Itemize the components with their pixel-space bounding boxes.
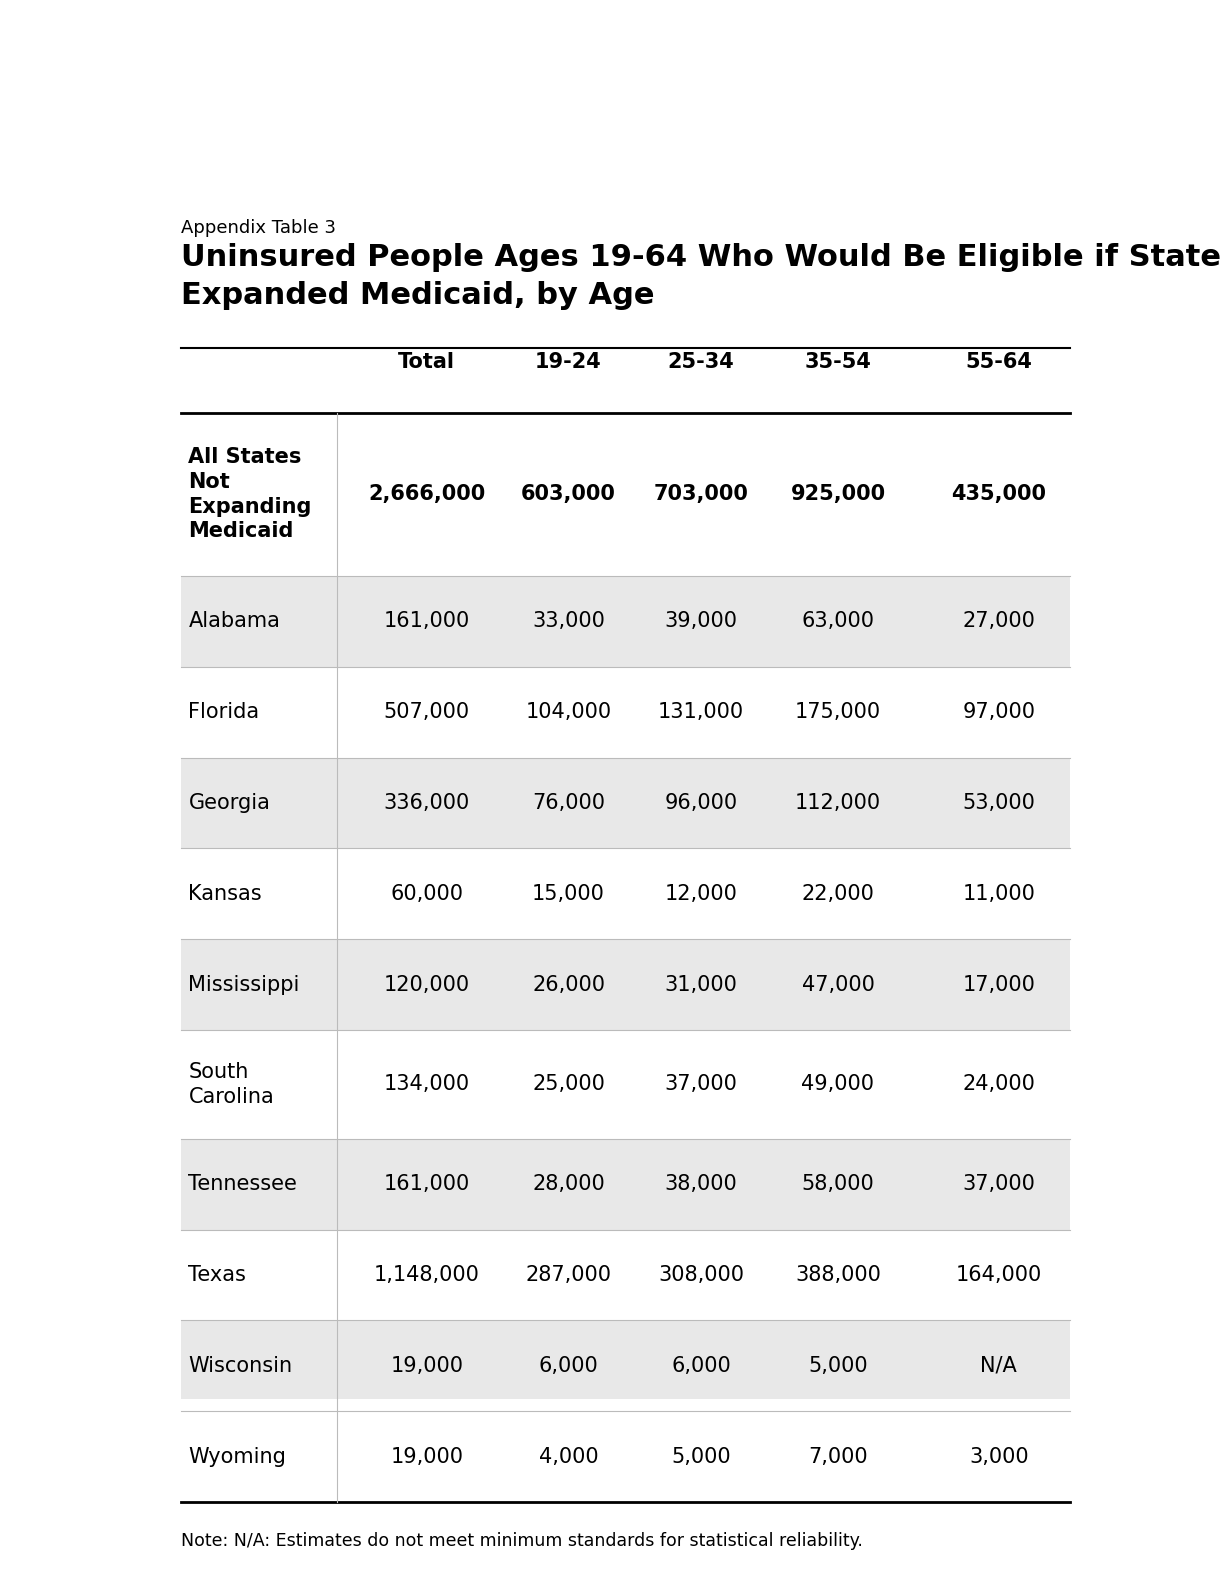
Text: 6,000: 6,000 (671, 1355, 731, 1376)
Text: 15,000: 15,000 (532, 883, 605, 904)
Text: 120,000: 120,000 (383, 975, 470, 995)
Bar (181, 1320, 1070, 1412)
Bar (181, 849, 1070, 938)
Text: 53,000: 53,000 (963, 792, 1035, 813)
Text: 175,000: 175,000 (795, 703, 881, 722)
Bar (181, 575, 1070, 667)
Text: 308,000: 308,000 (658, 1265, 744, 1284)
Text: 134,000: 134,000 (383, 1074, 470, 1094)
Text: Kansas: Kansas (188, 883, 262, 904)
Text: 5,000: 5,000 (808, 1355, 867, 1376)
Text: 161,000: 161,000 (383, 1174, 470, 1195)
Text: 26,000: 26,000 (532, 975, 605, 995)
Text: 507,000: 507,000 (383, 703, 470, 722)
Bar (181, 1229, 1070, 1320)
Text: 25-34: 25-34 (667, 352, 734, 373)
Text: 4,000: 4,000 (539, 1446, 598, 1467)
Text: 12,000: 12,000 (665, 883, 737, 904)
Text: Wisconsin: Wisconsin (188, 1355, 293, 1376)
Bar (181, 938, 1070, 1030)
Text: Tennessee: Tennessee (188, 1174, 298, 1195)
Text: Georgia: Georgia (188, 792, 271, 813)
Text: 38,000: 38,000 (665, 1174, 737, 1195)
Text: N/A: N/A (981, 1355, 1017, 1376)
Bar (181, 758, 1070, 849)
Bar (181, 1138, 1070, 1229)
Text: 39,000: 39,000 (665, 612, 737, 632)
Text: 6,000: 6,000 (539, 1355, 598, 1376)
Text: 925,000: 925,000 (791, 484, 886, 505)
Text: Appendix Table 3: Appendix Table 3 (181, 219, 336, 237)
Text: South
Carolina: South Carolina (188, 1063, 274, 1107)
Text: 388,000: 388,000 (795, 1265, 881, 1284)
Text: 96,000: 96,000 (665, 792, 737, 813)
Text: 37,000: 37,000 (963, 1174, 1035, 1195)
Text: 58,000: 58,000 (802, 1174, 875, 1195)
Text: Wyoming: Wyoming (188, 1446, 287, 1467)
Text: 603,000: 603,000 (521, 484, 616, 505)
Text: 37,000: 37,000 (665, 1074, 737, 1094)
Text: 24,000: 24,000 (963, 1074, 1035, 1094)
Text: 60,000: 60,000 (390, 883, 464, 904)
Text: 27,000: 27,000 (963, 612, 1035, 632)
Text: 1,148,000: 1,148,000 (373, 1265, 479, 1284)
Text: 17,000: 17,000 (963, 975, 1035, 995)
Text: 76,000: 76,000 (532, 792, 605, 813)
Text: All States
Not
Expanding
Medicaid: All States Not Expanding Medicaid (188, 446, 312, 541)
Text: 55-64: 55-64 (965, 352, 1032, 373)
Bar (181, 1030, 1070, 1138)
Text: Texas: Texas (188, 1265, 246, 1284)
Text: 22,000: 22,000 (802, 883, 875, 904)
Text: 2,666,000: 2,666,000 (368, 484, 486, 505)
Text: 112,000: 112,000 (795, 792, 881, 813)
Text: 131,000: 131,000 (658, 703, 744, 722)
Text: Florida: Florida (188, 703, 260, 722)
Text: 161,000: 161,000 (383, 612, 470, 632)
Text: 19,000: 19,000 (390, 1355, 464, 1376)
Text: 25,000: 25,000 (532, 1074, 605, 1094)
Text: 47,000: 47,000 (802, 975, 875, 995)
Bar (181, 412, 1070, 575)
Text: 5,000: 5,000 (671, 1446, 731, 1467)
Text: 336,000: 336,000 (383, 792, 470, 813)
Bar (181, 1412, 1070, 1501)
Text: 63,000: 63,000 (802, 612, 875, 632)
Text: 33,000: 33,000 (532, 612, 605, 632)
Text: 7,000: 7,000 (808, 1446, 867, 1467)
Text: 287,000: 287,000 (526, 1265, 611, 1284)
Text: Uninsured People Ages 19-64 Who Would Be Eligible if States: Uninsured People Ages 19-64 Who Would Be… (181, 244, 1220, 272)
Text: 19,000: 19,000 (390, 1446, 464, 1467)
Text: 104,000: 104,000 (526, 703, 611, 722)
Bar (181, 667, 1070, 758)
Text: 19-24: 19-24 (536, 352, 601, 373)
Text: 35-54: 35-54 (804, 352, 871, 373)
Text: 11,000: 11,000 (963, 883, 1035, 904)
Text: 435,000: 435,000 (952, 484, 1047, 505)
Text: 97,000: 97,000 (963, 703, 1036, 722)
Text: Note: N/A: Estimates do not meet minimum standards for statistical reliability.: Note: N/A: Estimates do not meet minimum… (181, 1533, 863, 1550)
Text: 28,000: 28,000 (532, 1174, 605, 1195)
Text: 3,000: 3,000 (969, 1446, 1028, 1467)
Text: Mississippi: Mississippi (188, 975, 300, 995)
Text: Alabama: Alabama (188, 612, 281, 632)
Text: Expanded Medicaid, by Age: Expanded Medicaid, by Age (181, 281, 654, 310)
Text: 31,000: 31,000 (665, 975, 737, 995)
Text: 49,000: 49,000 (802, 1074, 875, 1094)
Text: 164,000: 164,000 (955, 1265, 1042, 1284)
Text: 703,000: 703,000 (654, 484, 748, 505)
Text: Total: Total (398, 352, 455, 373)
